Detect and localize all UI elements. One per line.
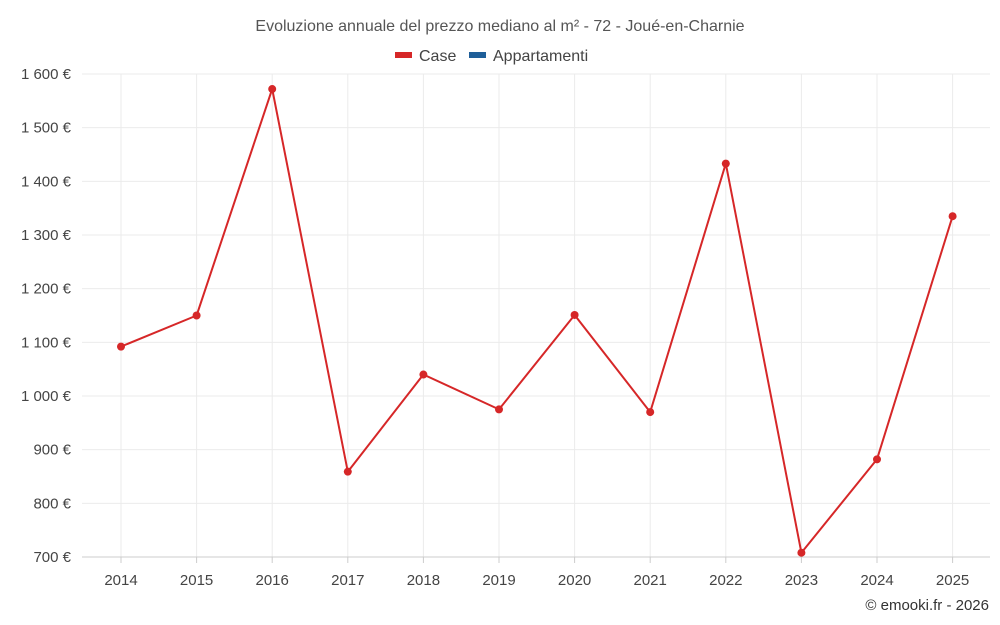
data-point-case[interactable] <box>343 467 352 476</box>
x-tick-label: 2018 <box>407 572 440 589</box>
x-tick-label: 2014 <box>104 572 137 589</box>
data-point-case[interactable] <box>646 408 655 417</box>
y-tick-label: 1 400 € <box>21 173 72 190</box>
x-tick-label: 2020 <box>558 572 591 589</box>
x-axis-ticks: 2014 2015 2016 2017 2018 2019 2020 2021 2022 2023… <box>104 572 969 589</box>
x-tick-label: 2015 <box>180 572 213 589</box>
data-point-case[interactable] <box>873 455 881 464</box>
legend-swatch-appartamenti <box>469 52 486 58</box>
x-tick-label: 2024 <box>860 572 893 589</box>
data-point-case[interactable] <box>419 370 428 379</box>
series-line-case <box>120 88 954 554</box>
data-point-case[interactable] <box>948 212 957 221</box>
x-tick-label: 2023 <box>785 572 818 589</box>
data-point-case[interactable] <box>797 548 806 557</box>
series-case <box>117 85 957 557</box>
legend-item-appartamenti[interactable]: Appartamenti <box>469 48 588 65</box>
grid <box>82 73 990 558</box>
y-tick-label: 1 300 € <box>21 227 72 244</box>
credit-text: © emooki.fr - 2026 <box>865 597 989 614</box>
y-tick-label: 800 € <box>33 495 71 512</box>
legend-swatch-case <box>395 52 412 58</box>
data-point-case[interactable] <box>117 342 125 351</box>
data-point-case[interactable] <box>192 311 201 320</box>
legend-label-appartamenti: Appartamenti <box>493 48 588 65</box>
x-tick-label: 2025 <box>936 572 969 589</box>
legend-label-case: Case <box>419 48 456 65</box>
data-point-case[interactable] <box>495 405 503 414</box>
y-tick-label: 1 200 € <box>21 281 72 298</box>
legend-item-case[interactable]: Case <box>395 48 456 65</box>
axes <box>82 556 990 563</box>
x-tick-label: 2016 <box>256 572 289 589</box>
y-tick-label: 700 € <box>33 549 71 566</box>
data-point-case[interactable] <box>721 159 730 168</box>
legend: Case Appartamenti <box>395 48 588 65</box>
x-tick-label: 2017 <box>331 572 364 589</box>
x-tick-label: 2021 <box>634 572 667 589</box>
y-tick-label: 1 500 € <box>21 120 72 137</box>
data-point-case[interactable] <box>268 85 277 94</box>
y-tick-label: 1 600 € <box>21 66 72 83</box>
y-tick-label: 1 000 € <box>21 388 72 405</box>
data-point-case[interactable] <box>570 310 579 319</box>
y-tick-label: 1 100 € <box>21 334 72 351</box>
y-tick-label: 900 € <box>33 442 71 459</box>
y-axis-ticks: 700 € 800 € 900 € 1 000 € 1 100 € 1 200 € 1 30… <box>21 66 72 566</box>
x-tick-label: 2022 <box>709 572 742 589</box>
x-tick-label: 2019 <box>482 572 515 589</box>
chart-title: Evoluzione annuale del prezzo mediano al… <box>255 18 744 35</box>
